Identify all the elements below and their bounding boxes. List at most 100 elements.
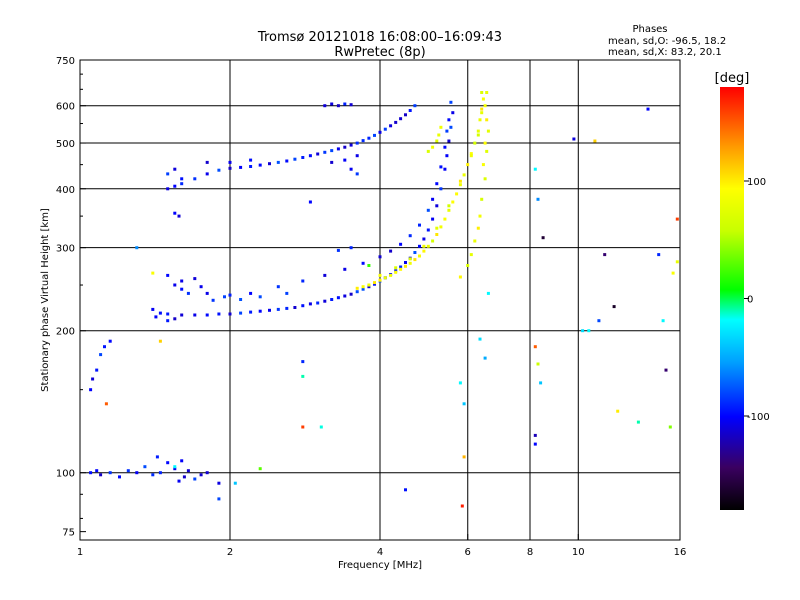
- colorbar-tick-label: -100: [747, 412, 770, 423]
- data-point: [249, 291, 253, 295]
- data-point: [435, 226, 439, 230]
- data-point: [293, 157, 297, 161]
- data-point: [301, 156, 305, 159]
- data-point: [399, 265, 403, 269]
- data-point: [431, 239, 435, 243]
- data-point: [355, 286, 359, 290]
- data-point: [447, 139, 451, 143]
- data-point: [435, 233, 439, 236]
- data-point: [151, 307, 155, 311]
- data-point: [587, 329, 591, 333]
- data-point: [458, 183, 462, 187]
- data-point: [458, 275, 462, 279]
- data-point: [603, 253, 607, 257]
- plot-area: 1 2 4 6 8 10 16 75 100 200 300 400 500 600 750: [56, 56, 686, 558]
- data-point: [408, 234, 412, 238]
- data-point: [426, 208, 430, 212]
- data-point: [462, 402, 466, 406]
- data-point: [480, 107, 484, 111]
- data-point: [336, 147, 340, 151]
- data-point: [373, 282, 376, 286]
- data-point: [180, 279, 184, 283]
- data-point: [458, 381, 462, 385]
- data-point: [473, 141, 477, 145]
- data-point: [466, 163, 470, 167]
- data-point: [193, 177, 197, 181]
- data-point: [447, 204, 451, 208]
- data-point: [435, 204, 439, 208]
- data-point: [186, 291, 190, 295]
- data-point: [431, 197, 435, 201]
- x-axis-ticks: 1 2 4 6 8 10 16: [77, 534, 687, 558]
- data-point: [533, 345, 537, 349]
- data-point: [476, 129, 480, 133]
- data-point: [166, 187, 170, 191]
- data-point: [205, 313, 209, 317]
- data-point: [276, 285, 280, 289]
- y-tick-label: 200: [56, 327, 75, 338]
- x-tick-label: 16: [674, 547, 687, 558]
- data-point: [597, 319, 601, 323]
- data-point: [373, 133, 376, 137]
- data-point: [389, 249, 393, 253]
- data-point: [293, 306, 297, 309]
- data-point: [480, 111, 484, 115]
- y-tick-label: 400: [56, 185, 75, 196]
- data-point: [177, 214, 181, 218]
- data-point: [657, 253, 661, 257]
- x-tick-label: 10: [572, 547, 585, 558]
- data-point: [361, 285, 365, 289]
- data-point: [173, 167, 177, 171]
- data-point: [258, 295, 262, 299]
- data-point: [367, 285, 371, 289]
- data-point: [418, 254, 421, 258]
- data-point: [258, 467, 262, 471]
- data-point: [205, 160, 209, 164]
- data-point: [404, 261, 407, 264]
- data-point: [319, 425, 323, 429]
- data-point: [316, 301, 320, 305]
- data-point: [439, 225, 443, 229]
- data-point: [394, 270, 398, 274]
- data-point: [336, 248, 340, 252]
- data-point: [389, 124, 393, 128]
- data-point: [473, 239, 477, 243]
- data-point: [422, 244, 426, 248]
- data-point: [173, 317, 177, 321]
- data-point: [378, 255, 382, 259]
- data-point: [249, 165, 253, 168]
- data-point: [413, 258, 417, 262]
- data-point: [343, 158, 347, 162]
- data-point: [258, 309, 262, 313]
- y-tick-label: 75: [62, 528, 75, 539]
- data-point: [485, 118, 489, 122]
- data-point: [399, 242, 403, 246]
- data-point: [451, 200, 455, 204]
- data-point: [217, 497, 221, 501]
- data-point: [418, 244, 421, 248]
- phase-colorbar: [deg] 100 0 -100: [715, 71, 770, 510]
- data-point: [539, 381, 543, 385]
- data-point: [483, 177, 487, 181]
- colorbar-tick-label: 0: [747, 295, 753, 306]
- data-point: [404, 264, 407, 268]
- data-point: [439, 165, 443, 169]
- data-point: [469, 154, 473, 158]
- data-point: [646, 107, 650, 111]
- data-point: [431, 145, 435, 149]
- data-point: [462, 455, 466, 459]
- data-point: [349, 292, 353, 296]
- data-point: [581, 329, 585, 333]
- stats-o-mode: mean, sd,O: -96.5, 18.2: [608, 36, 726, 47]
- data-point: [95, 469, 99, 473]
- data-point: [158, 311, 162, 315]
- data-point: [99, 473, 103, 477]
- chart-title-line2: RwPretec (8p): [334, 45, 425, 60]
- colorbar-unit-label: [deg]: [715, 71, 750, 86]
- data-point: [675, 260, 679, 264]
- data-point: [349, 103, 353, 107]
- data-point: [476, 133, 480, 137]
- data-point: [217, 312, 221, 316]
- data-point: [301, 425, 305, 429]
- data-point: [228, 160, 232, 164]
